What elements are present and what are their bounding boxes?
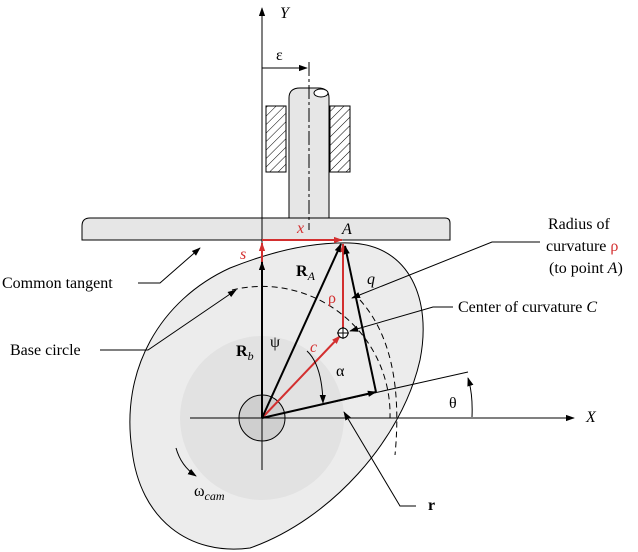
common-tangent-leader bbox=[138, 248, 200, 283]
guide-bearing-left bbox=[266, 106, 286, 172]
radius-curvature-rho: ρ bbox=[610, 238, 618, 255]
radius-curvature-point-a: A bbox=[607, 260, 618, 277]
x-label: x bbox=[296, 220, 304, 237]
c-label: c bbox=[310, 339, 317, 356]
center-text-c: C bbox=[586, 299, 597, 316]
ra-subscript: A bbox=[307, 269, 316, 283]
omega-subscript: cam bbox=[205, 489, 225, 503]
s-label: s bbox=[240, 246, 246, 263]
radius-curvature-word: curvature bbox=[546, 238, 606, 255]
radius-curvature-pre: (to point bbox=[549, 260, 608, 277]
center-of-curvature-text: Center of curvature C bbox=[458, 299, 597, 316]
rb-main: R bbox=[236, 343, 248, 360]
radius-curvature-line3: (to point A) bbox=[549, 260, 623, 277]
rb-subscript: b bbox=[248, 349, 254, 363]
radius-curvature-post: ) bbox=[617, 260, 622, 277]
omega-main: ω bbox=[194, 483, 205, 500]
y-axis-label: Y bbox=[280, 5, 291, 22]
x-axis-label: X bbox=[585, 409, 597, 426]
common-tangent-text: Common tangent bbox=[2, 275, 113, 292]
base-circle-text: Base circle bbox=[10, 342, 81, 359]
theta-arc-arrow bbox=[468, 378, 472, 417]
q-label: q bbox=[367, 271, 375, 288]
point-a-label: A bbox=[341, 221, 352, 238]
psi-label: ψ bbox=[270, 334, 280, 351]
radius-curvature-line1: Radius of bbox=[548, 216, 610, 233]
center-text-words: Center of curvature bbox=[458, 299, 582, 316]
alpha-label: α bbox=[336, 363, 345, 380]
epsilon-label: ε bbox=[276, 47, 283, 64]
follower-face bbox=[82, 218, 450, 240]
theta-label: θ bbox=[449, 395, 457, 412]
rho-label: ρ bbox=[328, 290, 336, 307]
r-label: r bbox=[428, 497, 435, 514]
follower-stem-tip bbox=[314, 89, 328, 97]
guide-bearing-right bbox=[330, 106, 350, 172]
radius-curvature-line2: curvature ρ bbox=[546, 238, 618, 255]
ra-main: R bbox=[296, 263, 308, 280]
